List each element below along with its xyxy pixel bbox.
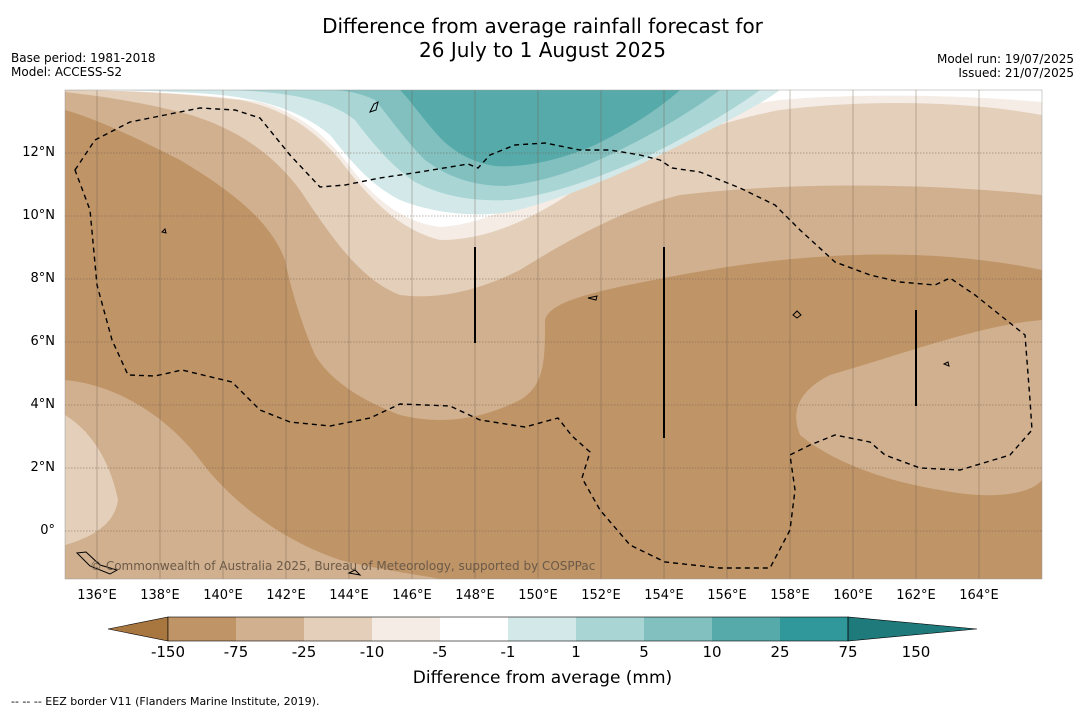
legend-label: 5 xyxy=(639,643,649,661)
legend-label: -150 xyxy=(150,643,186,661)
lon-label: 138°E xyxy=(140,588,180,603)
base-period: Base period: 1981-2018 xyxy=(11,51,156,65)
lon-label: 146°E xyxy=(392,588,432,603)
lat-label: 10°N xyxy=(22,208,55,223)
lon-label: 140°E xyxy=(203,588,243,603)
legend-title: Difference from average (mm) xyxy=(412,668,673,688)
contour-minus25-sw xyxy=(65,380,440,579)
lon-label: 164°E xyxy=(959,588,999,603)
legend-label: 10 xyxy=(702,643,722,661)
model-run: Model run: 19/07/2025 xyxy=(936,52,1074,66)
lon-label: 144°E xyxy=(329,588,369,603)
lon-label: 154°E xyxy=(644,588,684,603)
lon-label: 148°E xyxy=(455,588,495,603)
grid-lines xyxy=(96,90,980,579)
lon-label: 160°E xyxy=(833,588,873,603)
legend-label: -75 xyxy=(223,643,249,661)
map-title-line1: Difference from average rainfall forecas… xyxy=(322,14,763,38)
legend-label: 1 xyxy=(571,643,581,661)
lat-label: 4°N xyxy=(30,397,56,412)
lon-label: 150°E xyxy=(518,588,558,603)
meta-left: Base period: 1981-2018 Model: ACCESS-S2 xyxy=(11,51,156,79)
lat-label: 12°N xyxy=(22,145,55,160)
colorbar-arrow-left xyxy=(107,616,169,642)
colorbar-swatch xyxy=(236,617,304,641)
rainfall-field: © Commonwealth of Australia 2025, Bureau… xyxy=(65,90,1042,579)
lat-label: 8°N xyxy=(30,271,56,286)
longitude-markers xyxy=(474,247,917,438)
copyright-notice: © Commonwealth of Australia 2025, Bureau… xyxy=(90,559,595,573)
colorbar-swatch xyxy=(712,617,780,641)
lat-label: 2°N xyxy=(30,460,56,475)
model-name: Model: ACCESS-S2 xyxy=(11,65,123,79)
map-title: Difference from average rainfall forecas… xyxy=(0,14,1085,62)
lon-label: 152°E xyxy=(581,588,621,603)
legend-label: 25 xyxy=(770,643,790,661)
legend-label: -25 xyxy=(291,643,317,661)
lon-label: 142°E xyxy=(266,588,306,603)
meta-right: Model run: 19/07/2025 Issued: 21/07/2025 xyxy=(937,52,1074,80)
colorbar xyxy=(107,616,978,642)
legend-label: -10 xyxy=(359,643,385,661)
colorbar-arrow-right xyxy=(847,616,978,642)
lon-label: 136°E xyxy=(77,588,117,603)
legend-label: -1 xyxy=(500,643,516,661)
colorbar-swatch xyxy=(304,617,372,641)
contour-minus10-sw xyxy=(65,415,118,545)
colorbar-swatch xyxy=(508,617,576,641)
colorbar-swatch xyxy=(440,617,508,641)
lon-label: 158°E xyxy=(770,588,810,603)
lon-label: 156°E xyxy=(707,588,747,603)
legend-label: 75 xyxy=(838,643,858,661)
colorbar-swatch xyxy=(644,617,712,641)
colorbar-swatch xyxy=(576,617,644,641)
colorbar-outline xyxy=(167,616,849,642)
legend-label: 150 xyxy=(901,643,931,661)
lat-label: 0° xyxy=(40,523,55,538)
coastlines xyxy=(75,101,950,576)
eez-footnote: -- -- -- EEZ border V11 (Flanders Marine… xyxy=(11,695,320,708)
contour-plus25 xyxy=(400,90,680,167)
issued-date: Issued: 21/07/2025 xyxy=(958,66,1074,80)
contour-minus25-east xyxy=(796,320,1042,496)
eez-border xyxy=(74,107,1033,569)
grid-lines-lat xyxy=(65,152,1042,532)
map-frame xyxy=(64,89,1043,580)
colorbar-swatch xyxy=(780,617,848,641)
map-title-line2: 26 July to 1 August 2025 xyxy=(419,38,666,62)
lat-label: 6°N xyxy=(30,334,56,349)
lon-label: 162°E xyxy=(896,588,936,603)
colorbar-swatch xyxy=(168,617,236,641)
legend-label: -5 xyxy=(432,643,448,661)
colorbar-swatch xyxy=(372,617,440,641)
